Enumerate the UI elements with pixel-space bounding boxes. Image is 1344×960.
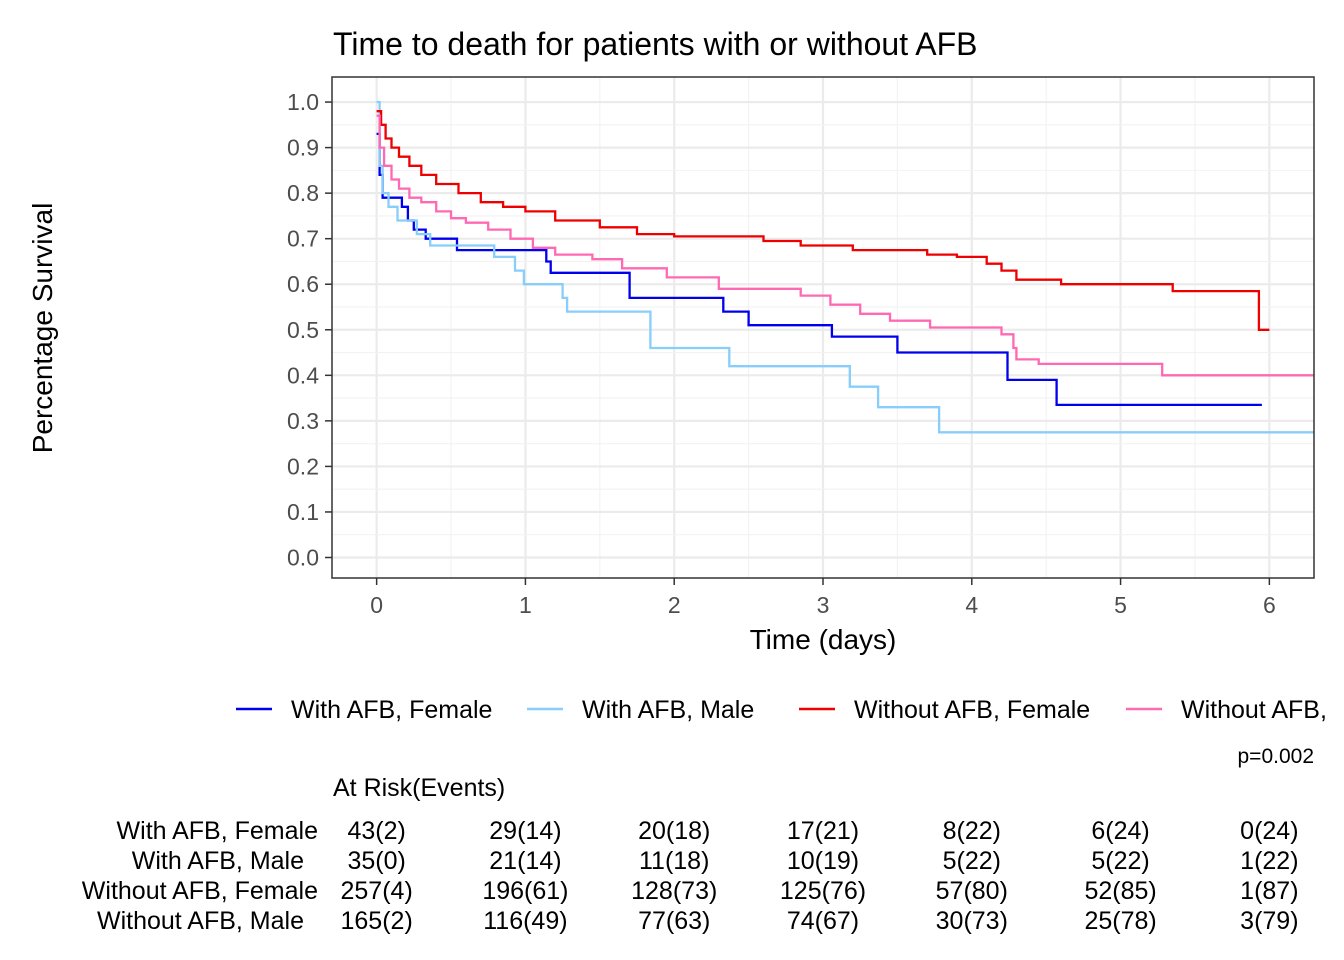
legend-label-1: With AFB, Female bbox=[291, 696, 492, 724]
p-value-label: p=0.002 bbox=[1238, 745, 1315, 768]
risk-cell: 8(22) bbox=[943, 817, 1001, 845]
risk-cell: 30(73) bbox=[936, 907, 1008, 935]
y-axis-label: Percentage Survival bbox=[27, 203, 58, 454]
y-tick-label: 0.9 bbox=[287, 135, 319, 161]
y-tick-label: 0.6 bbox=[287, 271, 319, 297]
legend: With AFB, Female With AFB, Male Without AF… bbox=[236, 696, 1327, 724]
legend-label-2: With AFB, Male bbox=[582, 696, 754, 724]
risk-cell: 10(19) bbox=[787, 847, 859, 875]
x-axis-label: Time (days) bbox=[750, 624, 897, 655]
chart-title: Time to death for patients with or witho… bbox=[333, 26, 977, 62]
legend-label-3: Without AFB, Female bbox=[854, 696, 1090, 724]
grid-layer bbox=[332, 77, 1314, 578]
risk-cell: 5(22) bbox=[1091, 847, 1149, 875]
risk-table-header: At Risk(Events) bbox=[333, 774, 505, 802]
risk-row-label: Without AFB, Male bbox=[97, 907, 304, 935]
x-tick-label: 0 bbox=[370, 592, 383, 618]
x-tick-label: 2 bbox=[668, 592, 681, 618]
y-tick-label: 1.0 bbox=[287, 89, 319, 115]
risk-cell: 57(80) bbox=[936, 877, 1008, 905]
risk-cell: 3(79) bbox=[1240, 907, 1298, 935]
x-tick-label: 4 bbox=[965, 592, 978, 618]
risk-cell: 125(76) bbox=[780, 877, 866, 905]
y-tick-label: 0.8 bbox=[287, 180, 319, 206]
risk-cell: 0(24) bbox=[1240, 817, 1298, 845]
risk-cell: 77(63) bbox=[638, 907, 710, 935]
risk-cell: 43(2) bbox=[347, 817, 405, 845]
x-tick-label: 1 bbox=[519, 592, 532, 618]
y-tick-label: 0.5 bbox=[287, 317, 319, 343]
risk-cell: 20(18) bbox=[638, 817, 710, 845]
risk-cell: 21(14) bbox=[489, 847, 561, 875]
series-line-1 bbox=[376, 132, 1262, 407]
series-line-4 bbox=[376, 114, 1314, 377]
y-tick-label: 0.0 bbox=[287, 545, 319, 571]
y-tick-label: 0.1 bbox=[287, 499, 319, 525]
y-tick-label: 0.2 bbox=[287, 453, 319, 479]
risk-table: With AFB, Female 43(2) 29(14) 20(18) 17(21) 8… bbox=[82, 817, 1299, 935]
risk-cell: 1(22) bbox=[1240, 847, 1298, 875]
y-tick-label: 0.3 bbox=[287, 408, 319, 434]
risk-cell: 1(87) bbox=[1240, 877, 1298, 905]
risk-cell: 5(22) bbox=[943, 847, 1001, 875]
risk-cell: 74(67) bbox=[787, 907, 859, 935]
risk-cell: 29(14) bbox=[489, 817, 561, 845]
risk-cell: 11(18) bbox=[639, 847, 709, 875]
risk-row-label: With AFB, Female bbox=[117, 817, 318, 845]
risk-cell: 128(73) bbox=[631, 877, 717, 905]
risk-cell: 196(61) bbox=[482, 877, 568, 905]
risk-cell: 17(21) bbox=[787, 817, 859, 845]
x-tick-label: 5 bbox=[1114, 592, 1127, 618]
risk-cell: 35(0) bbox=[347, 847, 405, 875]
x-tick-label: 3 bbox=[817, 592, 830, 618]
risk-cell: 6(24) bbox=[1091, 817, 1149, 845]
risk-cell: 257(4) bbox=[341, 877, 413, 905]
series-line-2 bbox=[376, 100, 1314, 434]
x-tick-label: 6 bbox=[1263, 592, 1276, 618]
risk-cell: 52(85) bbox=[1084, 877, 1156, 905]
risk-cell: 116(49) bbox=[483, 907, 567, 935]
risk-row-label: With AFB, Male bbox=[132, 847, 304, 875]
series-line-3 bbox=[376, 110, 1270, 331]
legend-label-4: Without AFB, bbox=[1181, 696, 1327, 724]
risk-cell: 25(78) bbox=[1084, 907, 1156, 935]
y-tick-label: 0.4 bbox=[287, 362, 319, 388]
risk-cell: 165(2) bbox=[341, 907, 413, 935]
risk-row-label: Without AFB, Female bbox=[82, 877, 318, 905]
axis-layer: 0 1 2 3 4 5 6 0.0 0.1 0.2 0.3 0.4 0.5 0.6 0.7 0.8 0.9 1.0 bbox=[287, 89, 1276, 618]
y-tick-label: 0.7 bbox=[287, 226, 319, 252]
series-layer bbox=[376, 100, 1314, 434]
